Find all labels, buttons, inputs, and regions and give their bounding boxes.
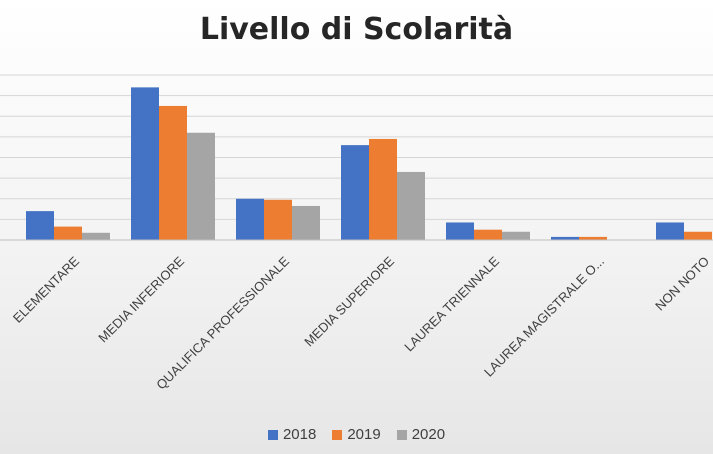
bar-2020-0 [82, 232, 110, 240]
legend: 2018 2019 2020 [0, 426, 713, 443]
legend-item-2018: 2018 [267, 426, 317, 443]
bar-2020-4 [502, 231, 530, 240]
category-label-5: LAUREA MAGISTRALE O... [481, 254, 607, 380]
bar-2019-1 [159, 105, 187, 240]
bar-2018-3 [341, 145, 369, 240]
bar-2018-4 [446, 222, 474, 240]
legend-label: 2019 [347, 426, 381, 443]
bars [26, 87, 712, 240]
legend-item-2019: 2019 [332, 426, 381, 443]
legend-label: 2020 [411, 426, 446, 443]
legend-swatch [267, 429, 278, 440]
bar-2018-6 [656, 222, 684, 240]
bar-2019-3 [369, 138, 397, 240]
bar-2018-0 [26, 211, 54, 240]
category-label-4: LAUREA TRIENNALE [401, 253, 502, 354]
legend-item-2020: 2020 [396, 426, 446, 443]
chart-title: Livello di Scolarità [199, 12, 514, 47]
bar-2020-2 [292, 205, 320, 240]
bar-2018-2 [236, 198, 264, 240]
category-label-0: ELEMENTARE [10, 253, 82, 325]
category-label-1: MEDIA INFERIORE [95, 253, 187, 345]
legend-swatch [332, 429, 343, 440]
bar-2019-2 [264, 199, 292, 240]
bar-2020-3 [397, 171, 425, 240]
bar-2020-1 [187, 132, 215, 240]
bar-2019-5 [579, 236, 607, 240]
category-label-3: MEDIA SUPERIORE [301, 253, 397, 349]
legend-label: 2018 [282, 426, 317, 443]
category-label-6: NON NOTO [652, 254, 712, 314]
bar-2019-4 [474, 229, 502, 240]
bar-2019-6 [684, 231, 712, 240]
bar-2019-0 [54, 226, 82, 240]
legend-swatch [396, 429, 407, 440]
bar-2018-5 [551, 236, 579, 240]
bar-2018-1 [131, 87, 159, 240]
